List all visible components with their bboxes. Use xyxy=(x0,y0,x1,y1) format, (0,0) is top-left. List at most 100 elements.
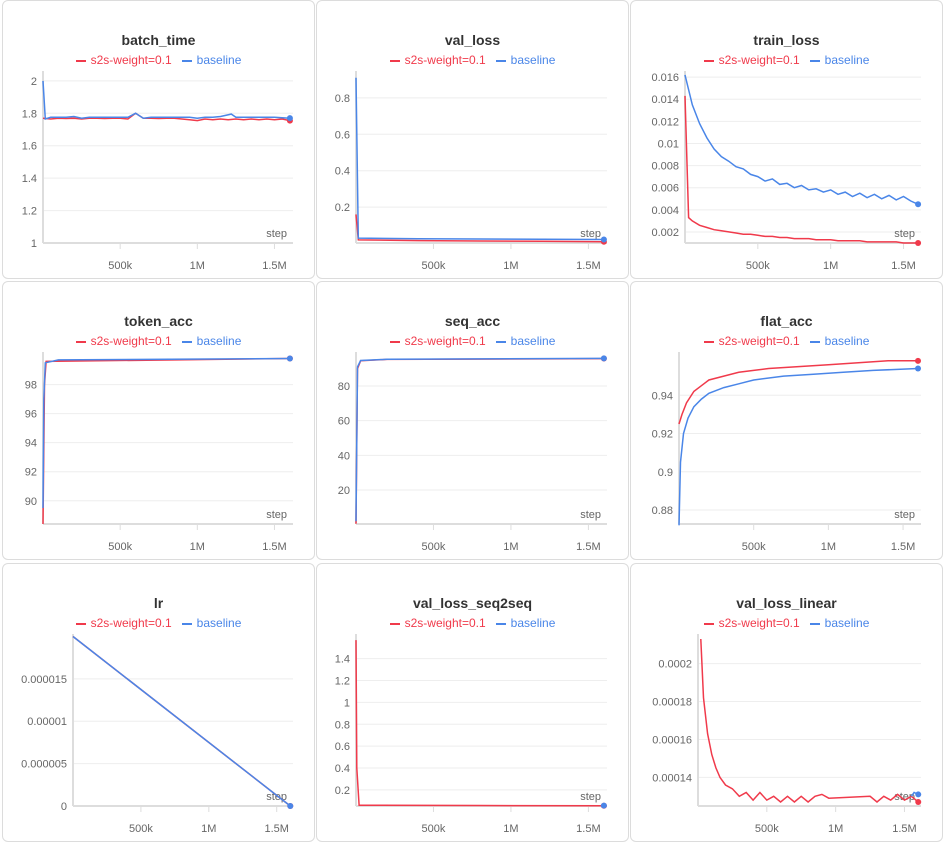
chart-svg: 20 40 60 80 500k 1M 1.5M step xyxy=(338,352,607,553)
legend-label: baseline xyxy=(824,334,870,348)
y-tick-label: 0.016 xyxy=(651,72,679,84)
x-axis-label: step xyxy=(266,509,287,521)
legend-label: baseline xyxy=(510,616,556,630)
legend-item[interactable]: baseline xyxy=(181,616,242,630)
series-line-baseline xyxy=(355,357,604,522)
legend-label: baseline xyxy=(824,616,870,630)
chart-title: seq_acc xyxy=(444,313,501,329)
x-axis-label: step xyxy=(580,228,601,240)
x-axis-label: step xyxy=(894,791,915,803)
y-tick-label: 90 xyxy=(25,496,37,508)
chart-panel-seq-acc: 20 40 60 80 500k 1M 1.5M step seq_acc s2s-weight=… xyxy=(316,281,629,560)
x-tick-label: 1M xyxy=(190,541,205,553)
y-tick-label: 0.000015 xyxy=(21,674,67,686)
y-tick-label: 0.002 xyxy=(651,227,679,239)
y-tick-label: 0.2 xyxy=(335,202,350,214)
legend-item[interactable]: baseline xyxy=(181,53,241,67)
legend-item[interactable]: baseline xyxy=(495,616,556,630)
series-endpoint xyxy=(286,115,293,122)
legend-item[interactable]: s2s-weight=0.1 xyxy=(703,334,800,348)
legend-item[interactable]: s2s-weight=0.1 xyxy=(389,616,486,630)
x-tick-label: 1M xyxy=(201,823,216,835)
legend-item[interactable]: s2s-weight=0.1 xyxy=(389,53,486,67)
y-tick-label: 0.00001 xyxy=(27,716,67,728)
series-line-baseline xyxy=(684,74,919,205)
x-tick-label: 1M xyxy=(821,541,836,553)
legend-item[interactable]: s2s-weight=0.1 xyxy=(75,334,172,348)
legend: s2s-weight=0.1 baseline xyxy=(3,616,314,630)
chart-svg: 0.00014 0.00016 0.00018 0.0002 500k 1M 1.5M ste… xyxy=(652,634,922,835)
legend-item[interactable]: baseline xyxy=(181,334,241,348)
legend: s2s-weight=0.1 baseline xyxy=(3,53,314,67)
legend-swatch xyxy=(75,59,86,62)
x-tick-label: 1M xyxy=(503,260,518,272)
legend-label: baseline xyxy=(824,53,870,67)
series-line-s2s-weight xyxy=(42,112,291,122)
chart-svg: 90 92 94 96 98 500k 1M 1.5M step xyxy=(25,352,293,553)
legend-item[interactable]: baseline xyxy=(495,334,555,348)
y-tick-label: 0.00016 xyxy=(652,734,692,746)
series-endpoint xyxy=(915,240,922,246)
x-axis-label: step xyxy=(266,228,287,240)
legend: s2s-weight=0.1 baseline xyxy=(317,334,628,348)
series-endpoint xyxy=(915,799,922,806)
x-tick-label: 500k xyxy=(755,823,779,835)
legend-item[interactable]: s2s-weight=0.1 xyxy=(75,53,172,67)
series-line-s2s-weight xyxy=(355,640,604,807)
series-endpoint xyxy=(600,355,607,362)
x-tick-label: 1M xyxy=(503,823,518,835)
y-tick-label: 0.8 xyxy=(335,719,350,731)
x-tick-label: 1M xyxy=(828,823,843,835)
legend-item[interactable]: baseline xyxy=(809,616,870,630)
legend-swatch xyxy=(181,622,192,625)
x-tick-label: 1.5M xyxy=(262,541,286,553)
legend-label: s2s-weight=0.1 xyxy=(90,334,172,348)
y-tick-label: 0.01 xyxy=(658,138,679,150)
legend: s2s-weight=0.1 baseline xyxy=(631,53,942,67)
chart-panel-lr: 0 0.000005 0.00001 0.000015 500k 1M 1.5M step lr… xyxy=(2,563,315,842)
legend-item[interactable]: s2s-weight=0.1 xyxy=(703,53,800,67)
y-tick-label: 20 xyxy=(338,485,350,497)
y-tick-label: 1 xyxy=(31,238,37,250)
legend-swatch xyxy=(75,622,86,625)
legend-swatch xyxy=(809,340,820,343)
series-line-baseline xyxy=(42,80,290,121)
legend-item[interactable]: baseline xyxy=(495,53,556,67)
x-tick-label: 500k xyxy=(746,260,770,272)
legend: s2s-weight=0.1 baseline xyxy=(3,334,314,348)
legend-swatch xyxy=(809,59,820,62)
series-endpoint xyxy=(915,791,922,798)
series-line-s2s-weight xyxy=(684,95,919,244)
x-tick-label: 1.5M xyxy=(576,823,600,835)
chart-panel-val-loss-linear: 0.00014 0.00016 0.00018 0.0002 500k 1M 1.5M ste… xyxy=(630,563,943,842)
legend-label: baseline xyxy=(196,616,242,630)
x-tick-label: 500k xyxy=(108,260,132,272)
chart-svg: 1 1.2 1.4 1.6 1.8 2 500k 1M 1.5M step xyxy=(22,71,293,272)
series-line-baseline xyxy=(355,77,604,241)
legend-item[interactable]: s2s-weight=0.1 xyxy=(75,616,172,630)
x-axis-label: step xyxy=(894,509,915,521)
legend-item[interactable]: baseline xyxy=(809,334,870,348)
y-tick-label: 60 xyxy=(338,416,350,428)
y-tick-label: 94 xyxy=(25,438,37,450)
legend-swatch xyxy=(389,622,400,625)
legend-label: baseline xyxy=(510,53,556,67)
y-tick-label: 1.2 xyxy=(22,206,37,218)
y-tick-label: 1.4 xyxy=(22,173,37,185)
series-line-baseline xyxy=(42,357,290,509)
series-endpoint xyxy=(600,802,607,809)
legend-swatch xyxy=(495,59,506,62)
x-tick-label: 1M xyxy=(823,260,838,272)
legend-item[interactable]: s2s-weight=0.1 xyxy=(703,616,800,630)
x-tick-label: 500k xyxy=(742,541,766,553)
legend-item[interactable]: s2s-weight=0.1 xyxy=(389,334,486,348)
y-tick-label: 0.012 xyxy=(651,116,679,128)
y-tick-label: 1.2 xyxy=(335,676,350,688)
chart-panel-token-acc: 90 92 94 96 98 500k 1M 1.5M step token_acc s2s-wei… xyxy=(2,281,315,560)
legend-item[interactable]: baseline xyxy=(809,53,870,67)
y-tick-label: 0.000005 xyxy=(21,759,67,771)
series-line-s2s-weight xyxy=(355,214,604,243)
legend-label: s2s-weight=0.1 xyxy=(718,334,800,348)
legend-swatch xyxy=(703,622,714,625)
legend-swatch xyxy=(495,622,506,625)
